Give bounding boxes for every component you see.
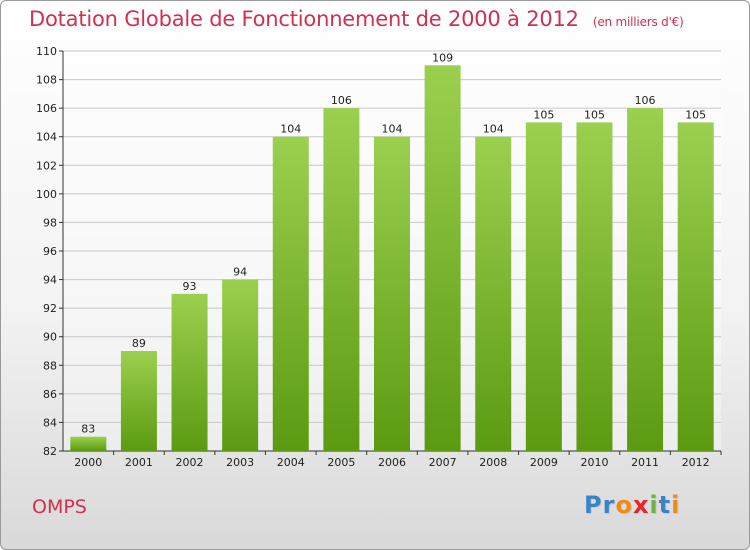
value-label-2000: 83 xyxy=(81,423,95,436)
y-tick-label: 104 xyxy=(36,131,57,144)
value-label-2002: 93 xyxy=(183,280,197,293)
x-tick-label-2002: 2002 xyxy=(176,456,204,469)
bar-2011 xyxy=(627,108,664,452)
logo-letter: i xyxy=(671,491,681,519)
y-tick-label: 92 xyxy=(43,302,57,315)
x-tick-label-2009: 2009 xyxy=(530,456,558,469)
logo-letter: o xyxy=(615,491,633,519)
value-label-2012: 105 xyxy=(685,108,706,121)
commune-name: OMPS xyxy=(32,496,87,518)
y-tick-label: 100 xyxy=(36,188,57,201)
x-tick-label-2006: 2006 xyxy=(378,456,406,469)
x-tick-label-2001: 2001 xyxy=(125,456,153,469)
y-tick-label: 108 xyxy=(36,74,57,87)
bar-2006 xyxy=(374,136,410,451)
bars xyxy=(70,65,714,452)
value-label-2011: 106 xyxy=(635,94,656,107)
value-label-2004: 104 xyxy=(280,123,301,136)
value-label-2010: 105 xyxy=(584,108,605,121)
x-tick-label-2008: 2008 xyxy=(479,456,507,469)
value-label-2007: 109 xyxy=(432,51,453,64)
x-tick-label-2000: 2000 xyxy=(74,456,102,469)
value-label-2003: 94 xyxy=(233,266,247,279)
y-tick-label: 98 xyxy=(43,216,57,229)
title-text: Dotation Globale de Fonctionnement de 20… xyxy=(29,7,579,31)
bar-2002 xyxy=(171,293,208,451)
y-tick-label: 84 xyxy=(43,416,57,429)
bar-2010 xyxy=(576,122,613,451)
logo-letter: r xyxy=(602,491,616,519)
bar-2004 xyxy=(272,136,309,451)
y-tick-label: 106 xyxy=(36,102,57,115)
y-tick-label: 86 xyxy=(43,388,57,401)
value-label-2006: 104 xyxy=(382,123,403,136)
y-tick-label: 110 xyxy=(36,45,57,58)
y-tick-label: 102 xyxy=(36,159,57,172)
x-tick-label-2005: 2005 xyxy=(327,456,355,469)
x-tick-label-2004: 2004 xyxy=(277,456,305,469)
x-tick-label-2011: 2011 xyxy=(631,456,659,469)
bar-2007 xyxy=(424,65,461,452)
bar-2009 xyxy=(525,122,562,451)
proxiti-logo: Proxiti xyxy=(584,491,680,519)
value-label-2005: 106 xyxy=(331,94,352,107)
x-tick-label-2010: 2010 xyxy=(580,456,608,469)
bar-2003 xyxy=(222,279,259,451)
y-tick-label: 90 xyxy=(43,331,57,344)
y-tick-label: 94 xyxy=(43,274,57,287)
logo-letter: i xyxy=(649,491,659,519)
chart-title: Dotation Globale de Fonctionnement de 20… xyxy=(29,7,684,31)
bar-2005 xyxy=(323,108,360,452)
bar-2008 xyxy=(475,136,512,451)
unit-label: (en milliers d'€) xyxy=(592,15,684,29)
logo-letter: x xyxy=(632,491,650,519)
value-label-2001: 89 xyxy=(132,337,146,350)
bar-2000 xyxy=(70,436,107,451)
bar-2012 xyxy=(677,122,714,451)
y-tick-label: 88 xyxy=(43,359,57,372)
logo-letter: t xyxy=(658,491,672,519)
x-tick-label-2003: 2003 xyxy=(226,456,254,469)
logo-letter: P xyxy=(584,491,603,519)
value-label-2008: 104 xyxy=(483,123,504,136)
bar-2001 xyxy=(120,351,157,451)
x-tick-label-2012: 2012 xyxy=(682,456,710,469)
value-label-2009: 105 xyxy=(533,108,554,121)
x-tick-label-2007: 2007 xyxy=(429,456,457,469)
y-tick-label: 82 xyxy=(43,445,57,458)
labels: 82 84 86 88 90 92 94 96 98 100 102 104 106 108 110 83 20… xyxy=(36,45,710,469)
y-tick-label: 96 xyxy=(43,245,57,258)
